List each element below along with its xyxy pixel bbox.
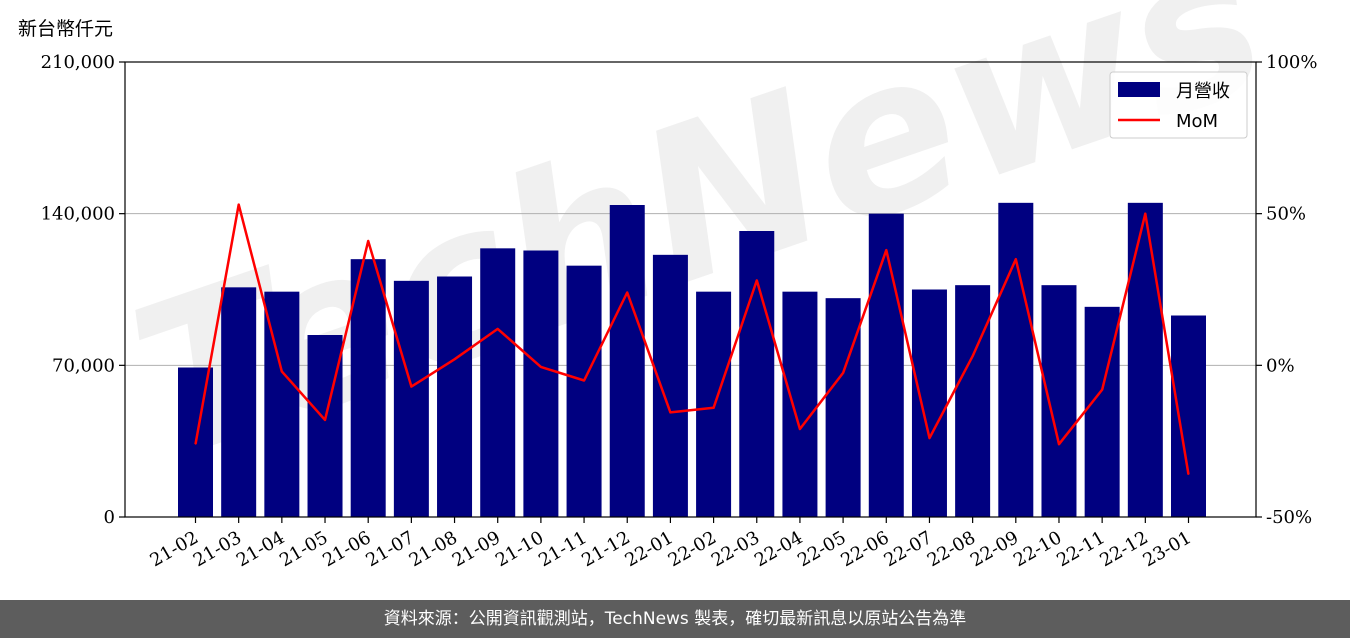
y2-tick-label: 50% [1266, 204, 1306, 225]
mom-point-22-06 [885, 249, 887, 251]
bar-21-09 [480, 248, 516, 518]
x-tick-label: 22-07 [881, 527, 936, 571]
mom-point-21-12 [626, 292, 628, 294]
x-tick-label: 22-02 [665, 527, 720, 571]
mom-point-21-10 [540, 366, 542, 368]
mom-point-22-08 [972, 355, 974, 357]
bar-21-08 [437, 276, 473, 517]
bar-21-06 [350, 259, 386, 517]
mom-point-21-06 [367, 240, 369, 242]
legend-label-revenue: 月營收 [1176, 81, 1230, 102]
mom-point-22-11 [1101, 389, 1103, 391]
mom-point-22-10 [1058, 443, 1060, 445]
x-tick-label: 22-01 [621, 527, 676, 571]
mom-point-21-11 [583, 380, 585, 381]
y-tick-label: 70,000 [52, 355, 115, 376]
mom-point-23-01 [1188, 474, 1189, 476]
x-tick-label: 21-08 [406, 527, 461, 571]
x-tick-label: 21-10 [492, 527, 547, 571]
mom-line-group [194, 203, 1190, 476]
mom-point-22-05 [842, 372, 844, 374]
y-axis-label: 新台幣仟元 [18, 18, 114, 40]
x-tick-label: 22-10 [1010, 527, 1065, 571]
footer-source: 資料來源：公開資訊觀測站，TechNews 製表，確切最新訊息以原站公告為準 [0, 600, 1350, 638]
bar-22-04 [782, 291, 818, 517]
bar-21-03 [221, 287, 257, 517]
y2-tick-label: -50% [1266, 507, 1312, 528]
x-tick-label: 21-11 [535, 527, 590, 571]
mom-point-22-07 [928, 437, 930, 439]
x-tick-label: 21-05 [276, 527, 331, 571]
bar-22-01 [652, 254, 688, 518]
x-tick-label: 21-02 [147, 527, 202, 571]
bar-23-01 [1171, 315, 1206, 517]
x-tick-label: 22-11 [1053, 527, 1108, 571]
mom-point-22-01 [669, 411, 671, 413]
mom-point-22-03 [756, 279, 758, 281]
mom-point-22-12 [1144, 213, 1146, 215]
mom-point-21-09 [497, 328, 499, 330]
x-tick-label: 21-09 [449, 527, 504, 571]
bar-22-08 [955, 285, 991, 517]
x-tick-label: 22-05 [794, 527, 849, 571]
x-tick-label: 22-03 [708, 527, 763, 571]
bar-22-10 [1041, 285, 1077, 517]
mom-point-22-09 [1015, 258, 1017, 260]
plot-frame [124, 61, 1257, 518]
mom-point-21-03 [238, 204, 240, 206]
mom-point-21-08 [454, 358, 456, 360]
revenue-chart: TechNews 070,000140,000210,000-50%0%50%1… [41, 0, 1318, 571]
y-tick-label: 0 [104, 507, 115, 528]
x-tick-label: 21-03 [190, 527, 245, 571]
mom-point-21-05 [324, 419, 326, 421]
bar-22-07 [911, 289, 947, 517]
x-tick-label: 21-06 [319, 527, 374, 571]
bar-22-12 [1127, 202, 1163, 518]
bar-21-05 [307, 335, 343, 517]
bar-22-03 [739, 231, 775, 517]
bar-21-12 [609, 205, 645, 517]
x-tick-label: 22-06 [837, 527, 892, 571]
bar-22-06 [868, 213, 904, 517]
x-tick-label: 21-04 [233, 527, 288, 571]
bar-22-05 [825, 298, 861, 517]
x-tick-label: 21-12 [578, 527, 633, 571]
x-tick-label: 22-04 [751, 527, 806, 571]
legend-swatch-revenue [1118, 82, 1160, 97]
x-tick-label: 21-07 [362, 527, 417, 571]
bars [178, 202, 1206, 518]
x-tick-label: 22-12 [1096, 527, 1151, 571]
y2-tick-label: 100% [1266, 52, 1317, 73]
mom-point-22-04 [799, 428, 801, 430]
bar-22-09 [998, 202, 1034, 518]
x-tick-label: 23-01 [1140, 527, 1195, 571]
x-tick-label: 22-09 [967, 527, 1022, 571]
bar-21-10 [523, 250, 559, 517]
x-tick-label: 22-08 [924, 527, 979, 571]
legend: 月營收 MoM [1109, 71, 1248, 139]
legend-label-mom: MoM [1176, 111, 1218, 132]
mom-line [194, 203, 1190, 475]
y2-tick-label: 0% [1266, 355, 1295, 376]
mom-point-21-02 [195, 443, 196, 445]
bar-21-11 [566, 265, 602, 517]
bar-21-07 [393, 280, 429, 517]
y-tick-label: 140,000 [41, 204, 115, 225]
mom-point-21-04 [281, 370, 283, 372]
mom-point-22-02 [713, 407, 715, 409]
y-tick-label: 210,000 [41, 52, 115, 73]
mom-point-21-07 [410, 386, 412, 388]
